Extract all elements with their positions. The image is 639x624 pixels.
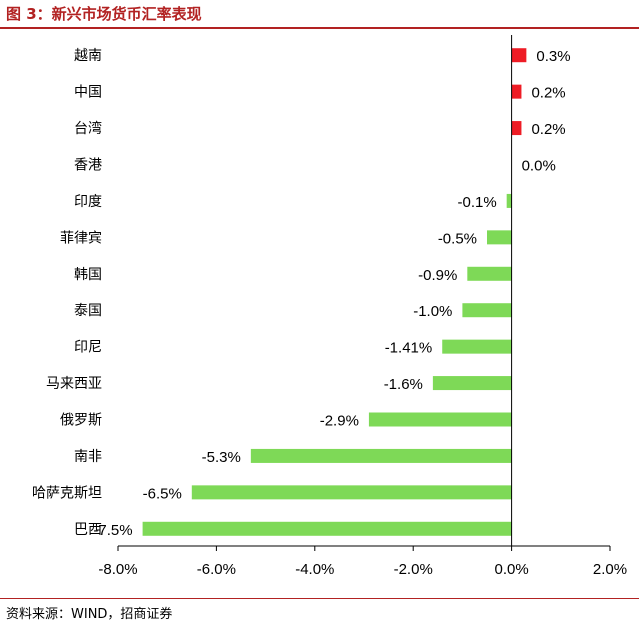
bar-10	[368, 412, 512, 427]
category-label-0: 越南	[74, 48, 102, 64]
category-label-9: 马来西亚	[46, 376, 102, 392]
x-tick-label-0: -8.0%	[98, 561, 137, 578]
category-label-1: 中国	[74, 85, 102, 101]
data-label-10: -2.9%	[320, 413, 359, 430]
x-tick-label-5: 2.0%	[593, 561, 627, 578]
category-label-5: 菲律宾	[60, 230, 102, 246]
bar-0	[511, 48, 527, 63]
data-label-5: -0.5%	[438, 230, 477, 247]
bar-13	[142, 521, 512, 536]
bar-11	[250, 448, 512, 463]
data-label-8: -1.41%	[385, 340, 433, 357]
x-tick-label-4: 0.0%	[494, 561, 528, 578]
data-label-4: -0.1%	[457, 194, 496, 211]
data-label-9: -1.6%	[384, 376, 423, 393]
category-label-6: 韩国	[74, 267, 102, 283]
data-label-13: -7.5%	[93, 522, 132, 539]
data-label-6: -0.9%	[418, 267, 457, 284]
x-tick-label-3: -2.0%	[394, 561, 433, 578]
data-label-3: 0.0%	[522, 158, 556, 175]
category-label-12: 哈萨克斯坦	[32, 485, 102, 501]
category-label-4: 印度	[74, 194, 102, 210]
x-tick-label-1: -6.0%	[197, 561, 236, 578]
bar-12	[191, 485, 512, 500]
category-label-13: 巴西	[74, 522, 102, 538]
data-label-11: -5.3%	[202, 449, 241, 466]
category-label-11: 南非	[74, 449, 102, 465]
data-label-0: 0.3%	[536, 48, 570, 65]
bar-4	[506, 193, 512, 208]
source-rule	[0, 598, 639, 599]
bar-6	[467, 266, 512, 281]
bar-5	[487, 230, 512, 245]
bar-chart: 越南 0.3% 中国 0.2% 台湾 0.2% 香港 0.0% 印度 -0.1% 菲律宾 -0.5% 韩…	[32, 35, 627, 578]
bar-9	[432, 376, 512, 391]
bar-2	[511, 121, 522, 136]
category-label-3: 香港	[74, 158, 102, 174]
data-label-7: -1.0%	[413, 303, 452, 320]
category-label-7: 泰国	[74, 303, 102, 319]
title-rule	[0, 27, 639, 29]
category-label-2: 台湾	[74, 120, 102, 137]
bar-7	[462, 303, 512, 318]
bar-1	[511, 84, 522, 99]
data-label-2: 0.2%	[531, 121, 565, 138]
bar-8	[442, 339, 512, 354]
category-label-10: 俄罗斯	[60, 413, 102, 429]
category-label-8: 印尼	[74, 340, 102, 356]
source-note: 资料来源：WIND，招商证券	[6, 607, 173, 622]
data-label-12: -6.5%	[143, 485, 182, 502]
data-label-1: 0.2%	[531, 85, 565, 102]
figure-title: 图 3：新兴市场货币汇率表现	[6, 5, 202, 23]
x-tick-label-2: -4.0%	[295, 561, 334, 578]
